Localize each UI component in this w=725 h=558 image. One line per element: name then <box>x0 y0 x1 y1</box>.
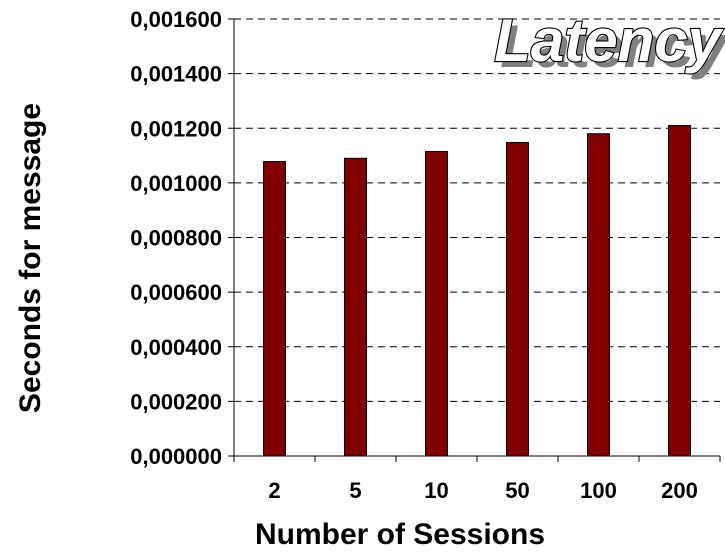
x-axis-title: Number of Sessions <box>255 518 545 551</box>
gridlines <box>234 18 720 402</box>
y-tick-label: 0,001000 <box>130 171 222 196</box>
bar-50 <box>506 141 529 457</box>
bar-5 <box>344 157 367 457</box>
y-tick-label: 0,000600 <box>130 280 222 305</box>
x-tick-label: 200 <box>661 478 698 503</box>
chart-title-shadow: Latency <box>500 13 725 80</box>
y-tick-label: 0,001200 <box>130 116 222 141</box>
x-tick-label: 2 <box>268 478 280 503</box>
y-tick-label: 0,000200 <box>130 389 222 414</box>
axes <box>228 18 721 462</box>
bar-2 <box>263 161 286 457</box>
x-tick-labels: 2 5 10 50 100 200 <box>268 478 697 503</box>
x-tick-label: 5 <box>349 478 361 503</box>
bar-100 <box>587 133 610 457</box>
y-tick-labels: 0,000000 0,000200 0,000400 0,000600 0,000800… <box>130 7 222 469</box>
bars <box>263 125 691 457</box>
x-tick-label: 50 <box>505 478 529 503</box>
bar-200 <box>668 125 691 457</box>
y-tick-label: 0,000400 <box>130 335 222 360</box>
bar-10 <box>425 150 448 457</box>
y-tick-label: 0,001400 <box>130 62 222 87</box>
x-tick-label: 10 <box>424 478 448 503</box>
y-tick-label: 0,000000 <box>130 444 222 469</box>
chart-title: Latency <box>494 7 723 74</box>
y-tick-label: 0,000800 <box>130 226 222 251</box>
x-tick-label: 100 <box>580 478 617 503</box>
y-tick-label: 0,001600 <box>130 7 222 32</box>
y-axis-title: Seconds for message <box>14 103 47 413</box>
